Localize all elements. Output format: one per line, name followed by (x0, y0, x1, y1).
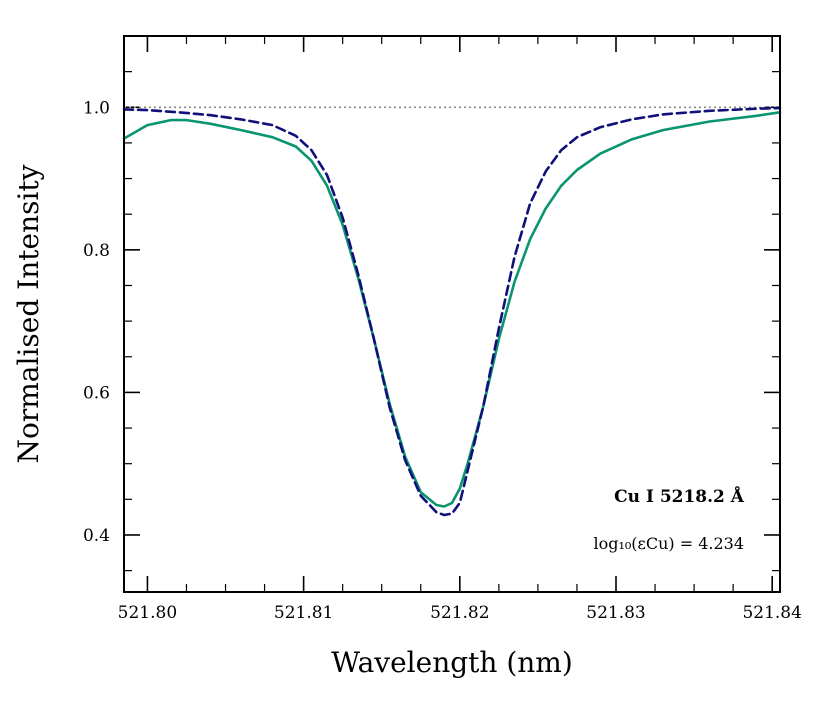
y-tick-label: 0.6 (83, 383, 110, 403)
y-tick-label: 1.0 (83, 98, 110, 118)
line-label-annotation: Cu I 5218.2 Å (614, 485, 745, 507)
y-tick-label: 0.4 (83, 526, 110, 546)
ticks-layer (124, 35, 780, 592)
series-layer (122, 106, 782, 517)
observed-spectrum-line (122, 111, 782, 508)
tick-labels-layer: 521.80 521.81 521.82 521.83 521.84 0.4 0.6 0.8 1… (83, 98, 802, 623)
x-tick-label: 521.82 (430, 603, 489, 623)
model-spectrum-line (122, 106, 782, 517)
x-tick-label: 521.84 (742, 603, 801, 623)
y-tick-label: 0.8 (83, 241, 110, 261)
x-tick-label: 521.80 (118, 603, 177, 623)
abundance-annotation: log₁₀(εCu) = 4.234 (593, 534, 744, 553)
x-tick-label: 521.81 (274, 603, 333, 623)
plot-frame (123, 35, 781, 593)
x-axis-title: Wavelength (nm) (331, 646, 573, 679)
x-tick-label: 521.83 (586, 603, 645, 623)
y-axis-title: Normalised Intensity (12, 164, 45, 463)
